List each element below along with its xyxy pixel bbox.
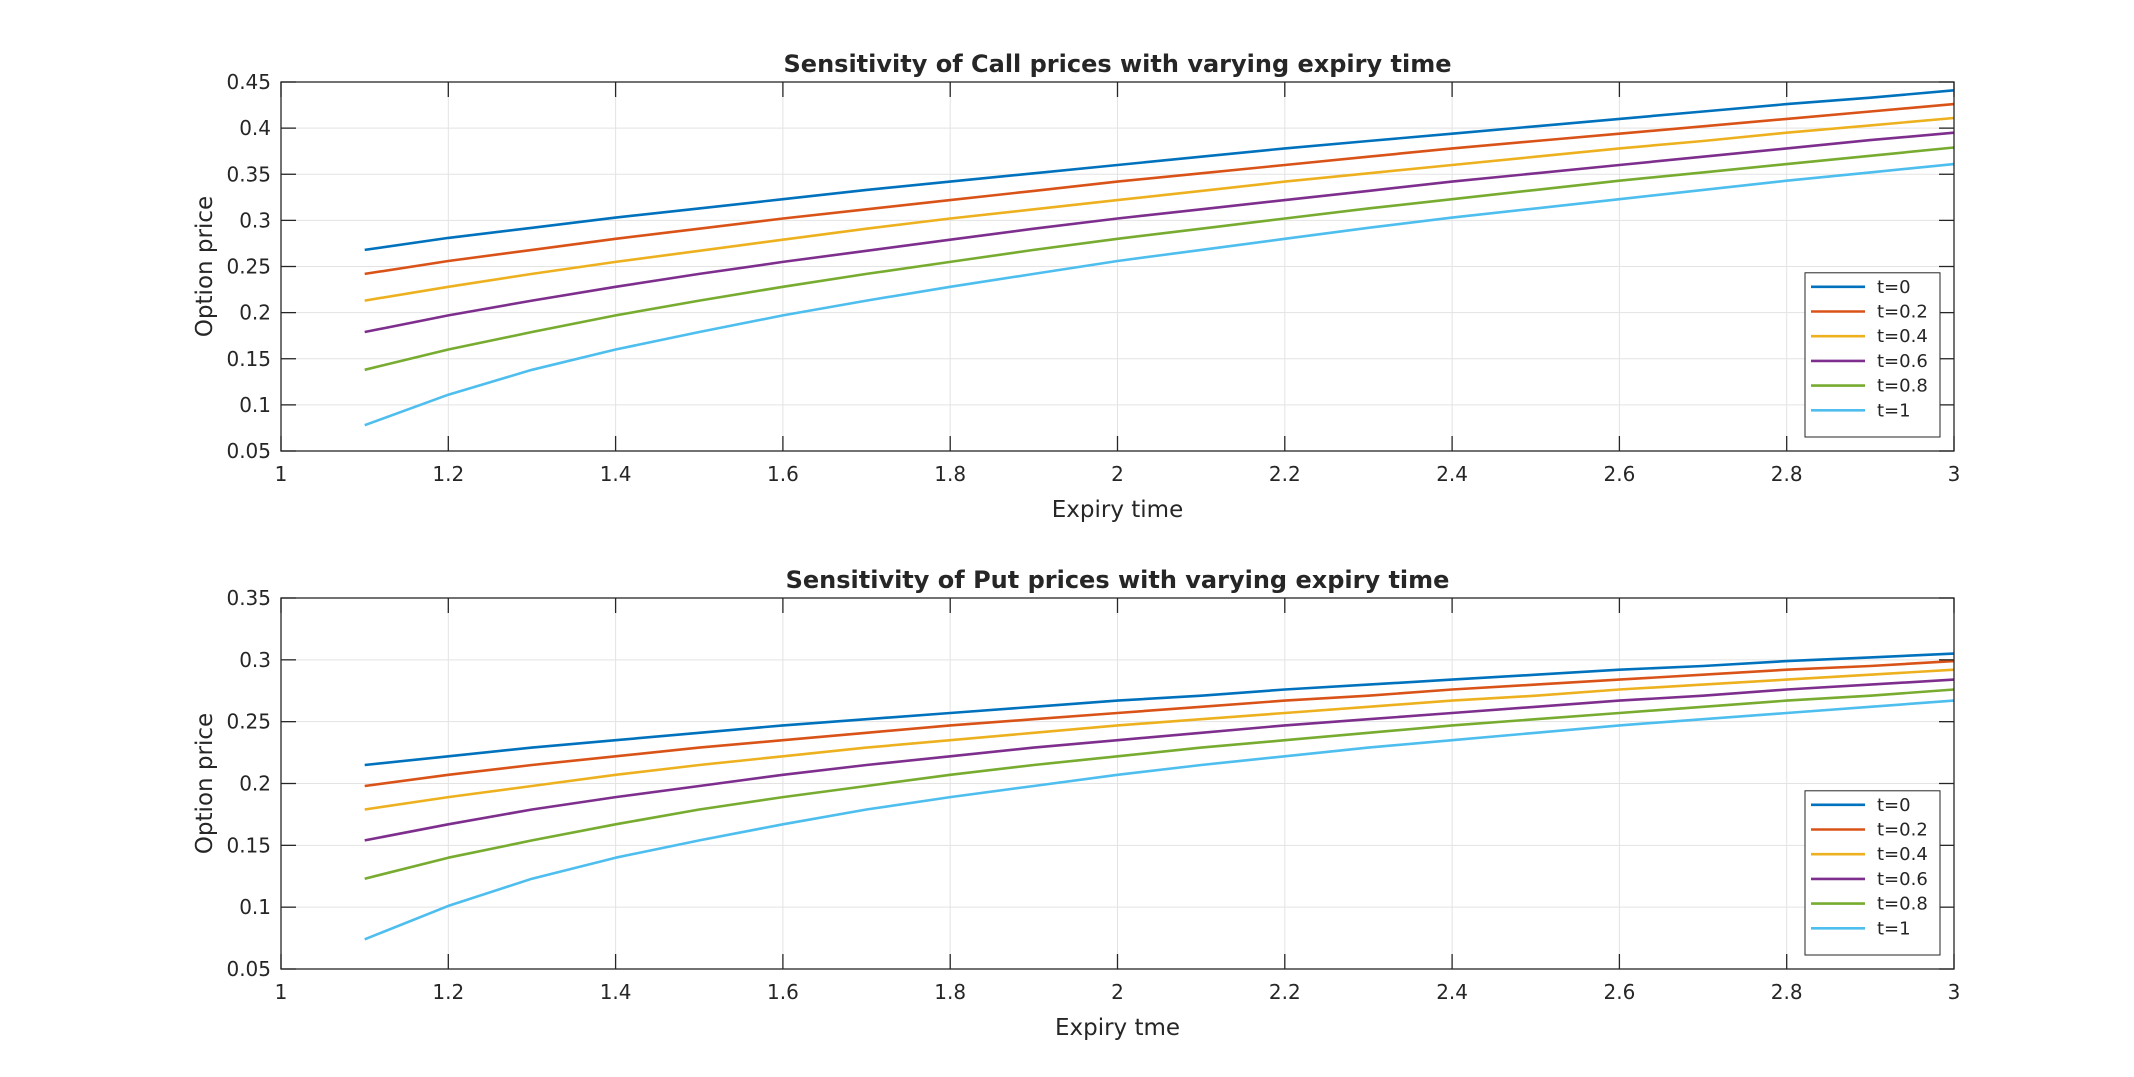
axis-ticks: 1 1.2 1.4 1.6 1.8 2 2.2 2.4 2.6 2.8 3 0.05 0.1 0.15 0.… — [226, 586, 1960, 1004]
y-tick-label: 0.2 — [239, 772, 271, 796]
call-prices-chart: 1 1.2 1.4 1.6 1.8 2 2.2 2.4 2.6 2.8 3 0.05 0.1 0.15 0.… — [192, 50, 1960, 523]
x-tick-label: 2.6 — [1603, 980, 1635, 1004]
axis-ticks: 1 1.2 1.4 1.6 1.8 2 2.2 2.4 2.6 2.8 3 0.05 0.1 0.15 0.… — [226, 70, 1960, 486]
x-tick-label: 2.4 — [1436, 980, 1468, 1004]
legend-label: t=0.2 — [1877, 820, 1928, 841]
x-tick-label: 2.8 — [1771, 462, 1803, 486]
y-tick-label: 0.35 — [226, 162, 271, 186]
x-tick-label: 1.8 — [934, 980, 966, 1004]
x-axis-label: Expiry time — [1052, 497, 1183, 523]
legend-label: t=0 — [1877, 795, 1911, 816]
x-tick-label: 2.4 — [1436, 462, 1468, 486]
series-line-1 — [364, 652, 1955, 767]
x-tick-label: 1.6 — [767, 980, 799, 1004]
series-lines — [364, 89, 1955, 427]
x-tick-label: 2.2 — [1269, 980, 1301, 1004]
legend-label: t=0.2 — [1877, 302, 1928, 323]
legend-label: t=1 — [1877, 918, 1911, 939]
y-tick-label: 0.35 — [226, 586, 271, 610]
y-tick-label: 0.05 — [226, 439, 271, 463]
y-tick-label: 0.3 — [239, 648, 271, 672]
series-line-3 — [364, 116, 1955, 302]
legend-label: t=0.4 — [1877, 326, 1928, 347]
y-tick-label: 0.25 — [226, 255, 271, 279]
legend-label: t=0.6 — [1877, 869, 1928, 890]
series-line-4 — [364, 131, 1955, 334]
grid-lines — [281, 82, 1954, 451]
x-tick-label: 1.6 — [767, 462, 799, 486]
series-line-2 — [364, 102, 1955, 276]
x-axis-label: Expiry tme — [1055, 1015, 1180, 1041]
series-line-5 — [364, 146, 1955, 372]
put-prices-chart: 1 1.2 1.4 1.6 1.8 2 2.2 2.4 2.6 2.8 3 0.05 0.1 0.15 0.… — [192, 566, 1960, 1041]
x-tick-label: 1.2 — [432, 462, 464, 486]
x-tick-label: 2.2 — [1269, 462, 1301, 486]
legend-label: t=0.8 — [1877, 894, 1928, 915]
y-tick-label: 0.1 — [239, 393, 271, 417]
series-line-5 — [364, 688, 1955, 880]
series-line-1 — [364, 89, 1955, 252]
x-tick-label: 2.6 — [1603, 462, 1635, 486]
series-lines — [364, 652, 1955, 941]
series-line-6 — [364, 162, 1955, 427]
x-tick-label: 1.4 — [600, 462, 632, 486]
x-tick-label: 1.2 — [432, 980, 464, 1004]
legend-label: t=1 — [1877, 400, 1911, 421]
legend: t=0 t=0.2 t=0.4 t=0.6 t=0.8 t=1 — [1804, 790, 1941, 956]
x-tick-label: 1.4 — [600, 980, 632, 1004]
chart-title: Sensitivity of Call prices with varying … — [784, 50, 1452, 78]
y-tick-label: 0.05 — [226, 957, 271, 981]
y-tick-label: 0.1 — [239, 895, 271, 919]
series-line-6 — [364, 699, 1955, 941]
y-tick-label: 0.2 — [239, 301, 271, 325]
legend-label: t=0.8 — [1877, 376, 1928, 397]
y-tick-label: 0.15 — [226, 833, 271, 857]
series-line-3 — [364, 668, 1955, 811]
chart-title: Sensitivity of Put prices with varying e… — [786, 566, 1450, 594]
x-tick-label: 3 — [1948, 462, 1961, 486]
y-tick-label: 0.3 — [239, 208, 271, 232]
legend-label: t=0.4 — [1877, 844, 1928, 865]
y-tick-label: 0.25 — [226, 710, 271, 734]
x-tick-label: 1.8 — [934, 462, 966, 486]
x-tick-label: 1 — [275, 980, 288, 1004]
y-axis-label: Option price — [192, 196, 218, 337]
legend-label: t=0 — [1877, 277, 1911, 298]
x-tick-label: 2 — [1111, 980, 1124, 1004]
y-tick-label: 0.4 — [239, 116, 271, 140]
x-tick-label: 1 — [275, 462, 288, 486]
legend-label: t=0.6 — [1877, 351, 1928, 372]
legend: t=0 t=0.2 t=0.4 t=0.6 t=0.8 t=1 — [1804, 272, 1941, 438]
x-tick-label: 3 — [1948, 980, 1961, 1004]
y-tick-label: 0.15 — [226, 347, 271, 371]
series-line-4 — [364, 678, 1955, 842]
y-axis-label: Option price — [192, 713, 218, 854]
y-tick-label: 0.45 — [226, 70, 271, 94]
series-line-2 — [364, 659, 1955, 788]
x-tick-label: 2 — [1111, 462, 1124, 486]
x-tick-label: 2.8 — [1771, 980, 1803, 1004]
